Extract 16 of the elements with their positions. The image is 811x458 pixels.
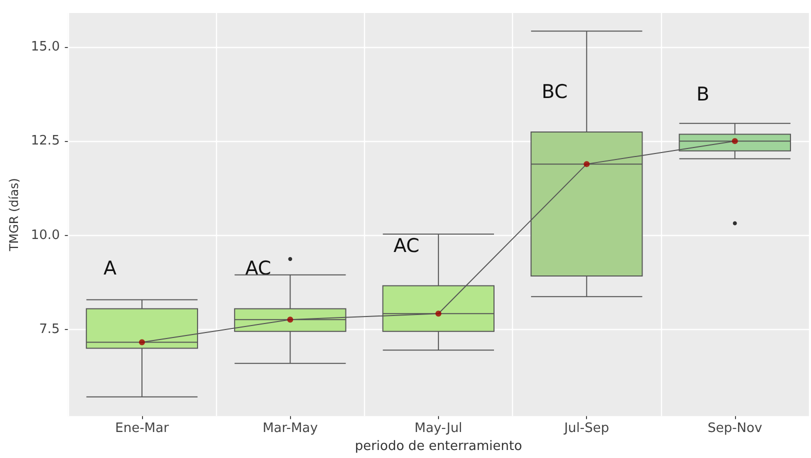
annotation: BC	[542, 81, 568, 104]
annotation: A	[103, 258, 116, 280]
x-tick-label: May-Jul	[414, 421, 462, 436]
y-tick-label: 7.5	[39, 322, 60, 337]
y-axis-title: TMGR (días)	[7, 178, 21, 252]
annotation: B	[696, 83, 710, 106]
annotation: AC	[393, 234, 420, 257]
x-tick-label: Ene-Mar	[115, 421, 170, 436]
annotation: AC	[245, 258, 272, 280]
x-tick-label: Jul-Sep	[563, 421, 610, 436]
x-axis-title: periodo de enterramiento	[354, 439, 522, 454]
x-tick-label: Mar-May	[262, 421, 318, 436]
x-tick-label: Sep-Nov	[708, 421, 762, 436]
y-tick-label: 15.0	[30, 39, 60, 54]
y-tick-label: 12.5	[30, 134, 60, 149]
y-tick-label: 10.0	[30, 228, 60, 243]
